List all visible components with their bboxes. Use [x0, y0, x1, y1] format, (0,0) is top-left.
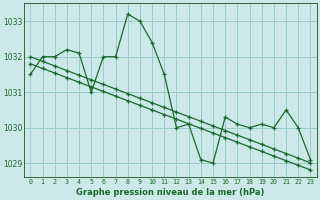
X-axis label: Graphe pression niveau de la mer (hPa): Graphe pression niveau de la mer (hPa): [76, 188, 265, 197]
